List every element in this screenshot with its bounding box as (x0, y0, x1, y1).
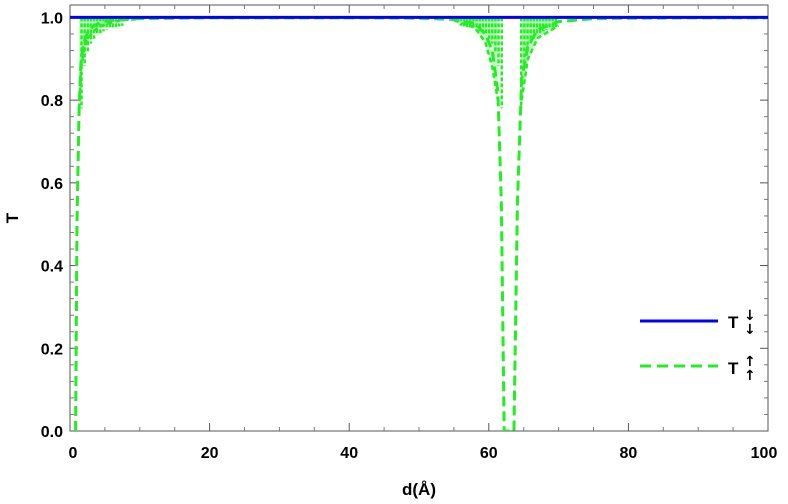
legend-sup-t-up: ↑ (744, 354, 756, 370)
series-t-up-line (74, 16, 768, 431)
series-layer (70, 15, 768, 431)
y-tick-labels: 0.0 0.2 0.4 0.6 0.8 1.0 (41, 10, 63, 441)
legend-sub-t-down: ↓ (744, 322, 756, 338)
y-tick-label: 0.4 (41, 259, 63, 276)
series-t-up-oscillation-band (77, 17, 560, 109)
legend-label-t-up: T (728, 359, 739, 378)
axis-ticks (69, 5, 769, 432)
y-tick-label: 0.8 (41, 93, 63, 110)
y-axis-label: T (3, 212, 22, 223)
y-tick-label: 0.2 (41, 341, 63, 358)
x-axis-label: d(Å) (402, 480, 436, 499)
x-tick-labels: 0 20 40 60 80 100 (69, 445, 778, 462)
legend: T ↓ ↓ T ↑ ↑ (640, 308, 756, 384)
y-tick-label: 0.0 (41, 424, 63, 441)
legend-sub-t-up: ↑ (744, 368, 756, 384)
y-tick-label: 0.6 (41, 176, 63, 193)
x-tick-label: 60 (480, 445, 498, 462)
x-tick-label: 80 (620, 445, 638, 462)
y-tick-label: 1.0 (41, 10, 63, 27)
oscillation-envelope (453, 19, 500, 101)
x-tick-label: 20 (201, 445, 219, 462)
legend-label-t-down: T (728, 313, 739, 332)
oscillation-envelope (520, 24, 560, 101)
x-tick-label: 40 (340, 445, 358, 462)
x-tick-label: 0 (69, 445, 78, 462)
oscillation-envelope (77, 17, 140, 109)
legend-sup-t-down: ↓ (744, 308, 756, 324)
x-tick-label: 100 (751, 445, 778, 462)
